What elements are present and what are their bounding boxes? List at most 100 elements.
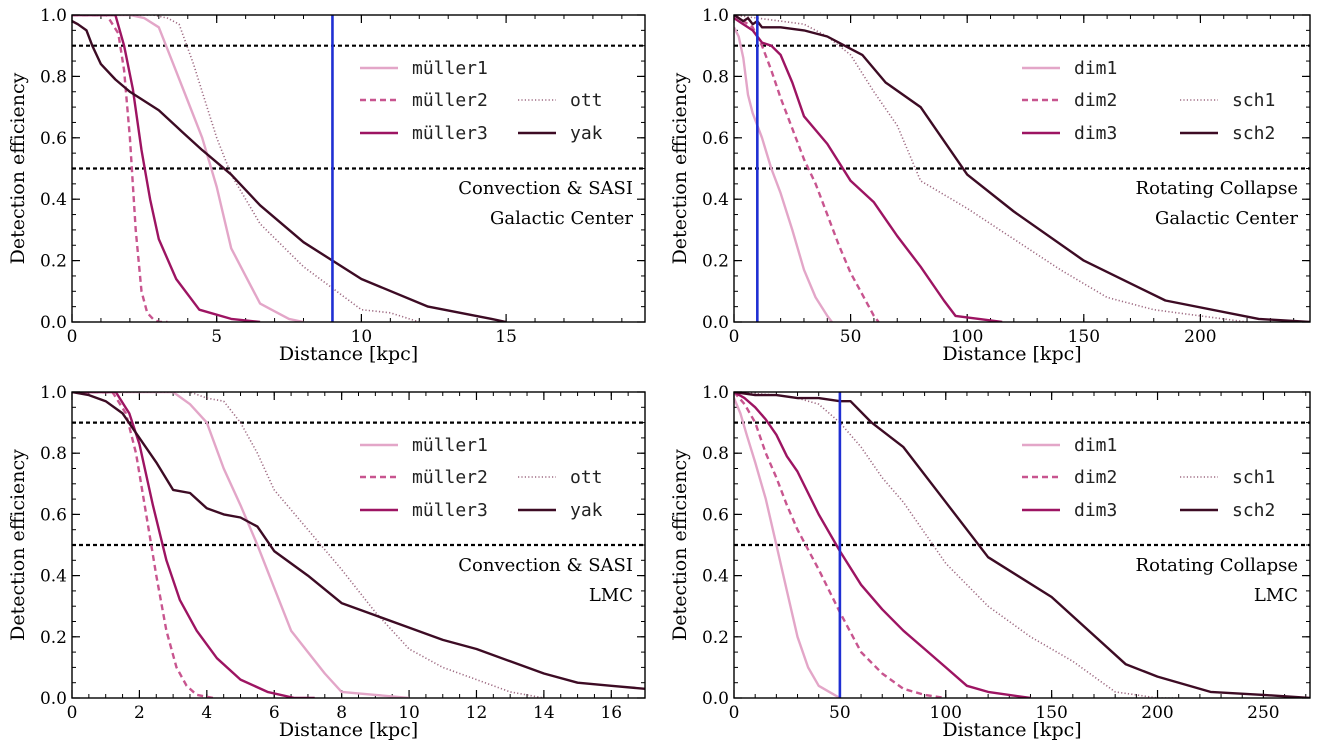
y-tick-label: 0.0 — [40, 313, 67, 333]
x-tick-label: 10 — [398, 703, 420, 723]
y-axis-label: Detection efficiency — [669, 449, 691, 641]
y-tick-label: 1.0 — [40, 6, 67, 26]
panel-annotation-line: Rotating Collapse — [1136, 178, 1298, 199]
series-line-müller3 — [72, 392, 315, 698]
y-tick-label: 0.6 — [702, 129, 729, 149]
y-tick-label: 1.0 — [702, 383, 729, 403]
x-tick-label: 50 — [840, 327, 862, 347]
legend-label-sch1: sch1 — [1232, 90, 1275, 111]
x-tick-label: 8 — [336, 703, 347, 723]
x-axis-label: Distance [kpc] — [942, 719, 1081, 741]
series-line-müller1 — [72, 15, 304, 322]
y-tick-label: 0.4 — [40, 567, 67, 587]
legend-label-yak: yak — [570, 500, 603, 521]
x-tick-label: 6 — [269, 703, 280, 723]
x-tick-label: 16 — [600, 703, 622, 723]
y-tick-label: 0.2 — [702, 252, 729, 272]
y-tick-label: 0.2 — [40, 252, 67, 272]
y-tick-label: 0.4 — [702, 567, 729, 587]
chart-panel-top-left: 0 5 10 15 0.0 0.2 0.4 0.6 0.8 1.0 Distance [kpc] De… — [7, 6, 646, 365]
x-tick-label: 4 — [201, 703, 212, 723]
legend-label-dim3: dim3 — [1074, 123, 1117, 144]
x-tick-label: 100 — [951, 327, 983, 347]
x-tick-label: 250 — [1247, 703, 1279, 723]
y-tick-label: 0.8 — [702, 444, 729, 464]
legend-label-müller1: müller1 — [412, 435, 488, 456]
series-line-ott — [72, 15, 420, 322]
y-tick-label: 0.6 — [40, 129, 67, 149]
x-tick-label: 15 — [495, 327, 517, 347]
x-axis-label: Distance [kpc] — [279, 719, 418, 741]
plot-frame — [71, 391, 646, 699]
x-tick-label: 200 — [1184, 327, 1216, 347]
legend-label-müller2: müller2 — [412, 90, 488, 111]
x-tick-label: 0 — [729, 327, 740, 347]
legend-label-dim1: dim1 — [1074, 58, 1117, 79]
legend-label-yak: yak — [570, 123, 603, 144]
y-tick-label: 1.0 — [702, 6, 729, 26]
series-line-müller2 — [72, 392, 214, 698]
y-tick-label: 0.8 — [40, 67, 67, 87]
legend-label-ott: ott — [570, 467, 603, 488]
x-tick-label: 150 — [1068, 327, 1100, 347]
panel-annotation-line: Galactic Center — [490, 208, 633, 229]
y-tick-label: 0.6 — [702, 505, 729, 525]
y-axis-label: Detection efficiency — [669, 72, 691, 264]
series-line-müller1 — [72, 392, 410, 698]
panel-annotation-line: LMC — [1254, 585, 1298, 606]
y-tick-label: 0.6 — [40, 505, 67, 525]
legend-label-müller1: müller1 — [412, 58, 488, 79]
legend-label-sch1: sch1 — [1232, 467, 1275, 488]
chart-panel-top-right: 0 50 100 150 200 0.0 0.2 0.4 0.6 0.8 1.0 Distance [… — [669, 6, 1311, 365]
plot-frame — [733, 14, 1311, 323]
x-axis-label: Distance [kpc] — [279, 343, 418, 365]
y-tick-label: 0.2 — [40, 628, 67, 648]
legend-label-müller3: müller3 — [412, 123, 488, 144]
legend-label-müller3: müller3 — [412, 500, 488, 521]
y-tick-label: 0.4 — [702, 190, 729, 210]
x-tick-label: 100 — [930, 703, 962, 723]
series-line-sch2 — [734, 15, 1310, 322]
x-tick-label: 200 — [1141, 703, 1173, 723]
x-tick-label: 50 — [829, 703, 851, 723]
legend-label-dim2: dim2 — [1074, 467, 1117, 488]
chart-panel-bottom-right: 0 50 100 150 200 250 0.0 0.2 0.4 0.6 0.8 1.0 Distanc… — [669, 383, 1311, 741]
series-line-dim2 — [734, 392, 946, 698]
series-line-yak — [72, 392, 645, 690]
series-line-yak — [72, 20, 507, 322]
panel-annotation-line: Convection & SASI — [458, 178, 633, 199]
x-tick-label: 14 — [533, 703, 555, 723]
legend-label-dim2: dim2 — [1074, 90, 1117, 111]
y-tick-label: 0.8 — [40, 444, 67, 464]
series-line-dim1 — [734, 26, 833, 322]
x-tick-label: 12 — [466, 703, 488, 723]
plot-frame — [733, 391, 1311, 699]
y-tick-label: 0.8 — [702, 67, 729, 87]
x-tick-label: 10 — [351, 327, 373, 347]
y-tick-label: 0.4 — [40, 190, 67, 210]
x-axis-label: Distance [kpc] — [942, 343, 1081, 365]
series-line-müller2 — [72, 15, 168, 322]
x-tick-label: 0 — [67, 327, 78, 347]
series-line-sch1 — [734, 15, 1248, 322]
chart-panel-bottom-left: 0 2 4 6 8 10 12 14 16 0.0 0.2 0.4 0.6 0.8 1.0 Distance … — [7, 383, 646, 741]
panel-annotation-line: Galactic Center — [1155, 208, 1298, 229]
y-tick-label: 0.0 — [702, 689, 729, 709]
y-tick-label: 0.0 — [702, 313, 729, 333]
legend-label-dim1: dim1 — [1074, 435, 1117, 456]
panel-annotation-line: Convection & SASI — [458, 555, 633, 576]
x-tick-label: 150 — [1035, 703, 1067, 723]
legend-label-sch2: sch2 — [1232, 500, 1275, 521]
series-line-dim1 — [734, 397, 841, 698]
plot-frame — [71, 14, 646, 323]
series-line-sch2 — [734, 392, 1310, 698]
y-axis-label: Detection efficiency — [7, 72, 29, 264]
legend-label-sch2: sch2 — [1232, 123, 1275, 144]
x-tick-label: 0 — [67, 703, 78, 723]
y-axis-label: Detection efficiency — [7, 449, 29, 641]
y-tick-label: 1.0 — [40, 383, 67, 403]
legend-label-ott: ott — [570, 90, 603, 111]
series-line-dim3 — [734, 17, 1003, 322]
y-tick-label: 0.0 — [40, 689, 67, 709]
